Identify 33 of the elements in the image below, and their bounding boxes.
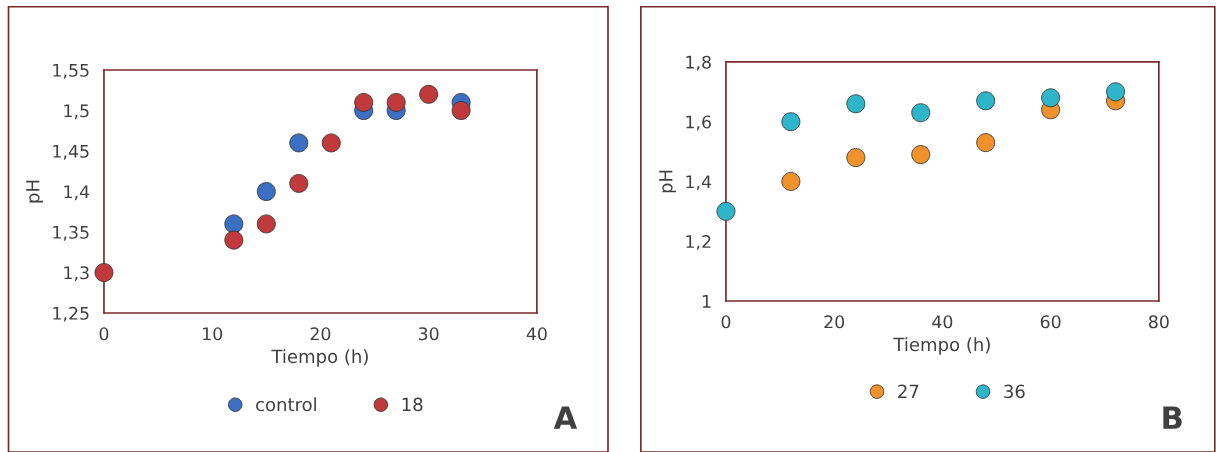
legend-label: 36 [1004, 384, 1025, 399]
legend-label: control [256, 397, 316, 412]
x-axis-title: Tiempo (h) [271, 349, 368, 367]
y-tick-label: 1,6 [686, 115, 711, 131]
y-tick-label: 1,25 [53, 306, 89, 322]
text: B [1163, 406, 1182, 429]
point [716, 201, 736, 221]
y-tick-label: 1,45 [53, 144, 89, 160]
x-axis-title: Tiempo (h) [893, 337, 990, 355]
y-tick-label: 1,55 [53, 63, 89, 79]
y-tick-label: 1,5 [64, 104, 89, 120]
y-axis-title: pH [26, 180, 44, 203]
y-tick-label: 1 [702, 294, 711, 308]
text: A [553, 406, 578, 429]
y-tick-label: 1,3 [64, 266, 89, 282]
x-tick-label: 30 [418, 327, 439, 341]
x-tick-label: 20 [824, 315, 845, 329]
y-tick-label: 1,8 [686, 55, 711, 71]
legend-label: 18 [402, 397, 423, 412]
y-tick-label: 1,2 [686, 234, 711, 250]
x-tick-label: 60 [1040, 315, 1061, 329]
x-tick-label: 0 [721, 315, 731, 329]
y-axis-title: pH [659, 170, 677, 193]
y-tick-label: 1,35 [53, 225, 89, 241]
y-tick-label: 1,4 [64, 185, 90, 201]
x-tick-label: 80 [1148, 315, 1169, 329]
x-tick-label: 0 [99, 327, 109, 341]
y-tick-label: 1,4 [686, 175, 712, 191]
x-tick-label: 20 [310, 327, 331, 341]
x-tick-label: 40 [932, 315, 953, 329]
legend-label: 27 [898, 384, 919, 398]
x-tick-label: 40 [526, 327, 547, 341]
x-tick-label: 10 [203, 327, 223, 341]
